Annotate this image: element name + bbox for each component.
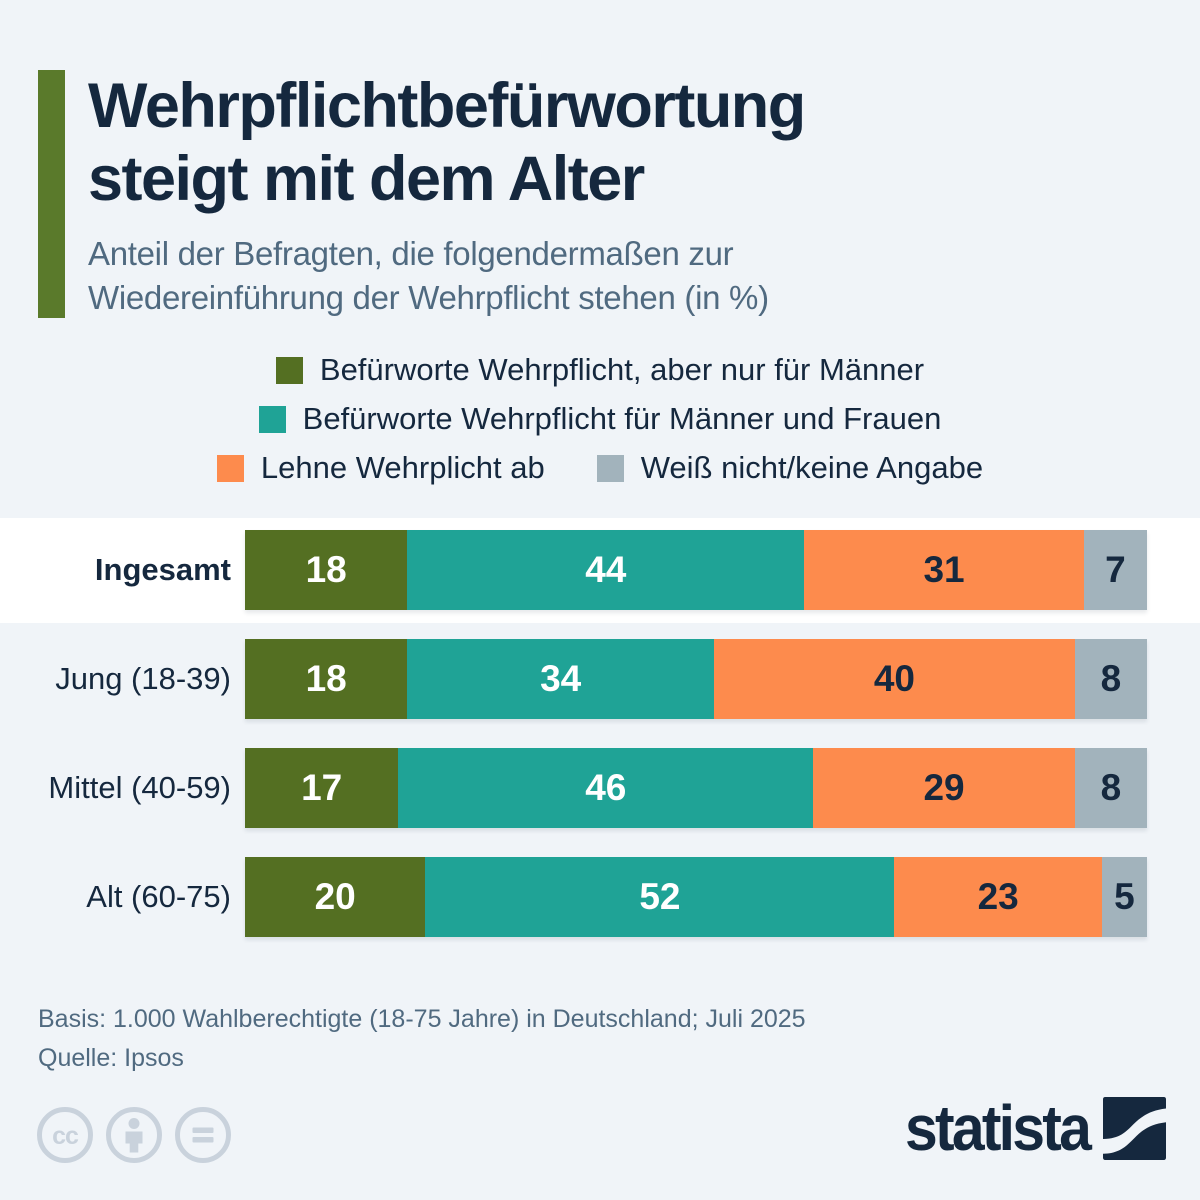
legend-row: Befürworte Wehrpflicht für Männer und Fr…	[258, 401, 942, 437]
bar-segment: 5	[1101, 857, 1147, 937]
attribution-person-icon	[106, 1107, 162, 1163]
bar-segment: 17	[245, 748, 399, 828]
bar-segment: 18	[245, 639, 408, 719]
statista-branding: statista	[889, 1096, 1166, 1160]
basis-note: Basis: 1.000 Wahlberechtigte (18-75 Jahr…	[38, 1005, 806, 1033]
bar-segment: 8	[1074, 639, 1147, 719]
chart-row: Alt (60-75) 20 52 23 5	[0, 857, 1200, 937]
category-label: Alt (60-75)	[86, 879, 231, 914]
stacked-bar: 18 44 31 7	[245, 530, 1147, 610]
subtitle-line-1: Anteil der Befragten, die folgendermaßen…	[88, 235, 734, 272]
legend-label: Weiß nicht/keine Angabe	[640, 450, 984, 485]
legend-item: Weiß nicht/keine Angabe	[596, 450, 984, 486]
page-title: Wehrpflichtbefürwortung steigt mit dem A…	[88, 70, 806, 216]
chart-row: Ingesamt 18 44 31 7	[0, 530, 1200, 610]
legend-label: Befürworte Wehrpflicht, aber nur für Män…	[319, 352, 925, 387]
bar-segment: 20	[245, 857, 426, 937]
bar-segment: 52	[425, 857, 895, 937]
title-line-2: steigt mit dem Alter	[88, 144, 645, 214]
svg-text:cc: cc	[52, 1122, 79, 1150]
legend-label: Befürworte Wehrpflicht für Männer und Fr…	[302, 401, 942, 436]
category-label: Ingesamt	[94, 552, 231, 587]
chart-rows: Jung (18-39) 18 34 40 8 Mittel (40-59) 17 46 29 8…	[0, 639, 1200, 937]
bar-segment: 34	[407, 639, 715, 719]
highlight-band: Ingesamt 18 44 31 7	[0, 518, 1200, 623]
legend-swatch-icon	[596, 454, 624, 482]
legend-item: Lehne Wehrplicht ab	[216, 450, 545, 486]
legend-swatch-icon	[275, 356, 303, 384]
legend-swatch-icon	[258, 405, 286, 433]
equals-icon	[175, 1107, 231, 1163]
bar-segment: 23	[894, 857, 1102, 937]
bar-segment: 31	[804, 530, 1084, 610]
bar-segment: 40	[714, 639, 1075, 719]
legend-row: Befürworte Wehrpflicht, aber nur für Män…	[275, 352, 925, 388]
source-note: Quelle: Ipsos	[38, 1044, 184, 1072]
cc-icon: cc	[37, 1107, 93, 1163]
legend-row: Lehne Wehrplicht ab Weiß nicht/keine Anga…	[216, 450, 984, 486]
statista-logo-icon	[1103, 1096, 1166, 1160]
subtitle-line-2: Wiedereinführung der Wehrpflicht stehen …	[88, 279, 769, 316]
legend-item: Befürworte Wehrpflicht für Männer und Fr…	[258, 401, 942, 437]
bar-segment: 44	[407, 530, 805, 610]
title-accent-bar	[38, 70, 65, 318]
statista-logo-text: statista	[904, 1092, 1092, 1164]
bar-segment: 8	[1074, 748, 1147, 828]
chart-row: Mittel (40-59) 17 46 29 8	[0, 748, 1200, 828]
chart-row: Jung (18-39) 18 34 40 8	[0, 639, 1200, 719]
bar-segment: 46	[398, 748, 814, 828]
stacked-bar: 20 52 23 5	[245, 857, 1147, 937]
chart-subtitle: Anteil der Befragten, die folgendermaßen…	[88, 232, 805, 320]
category-label: Mittel (40-59)	[48, 770, 231, 805]
header: Wehrpflichtbefürwortung steigt mit dem A…	[38, 70, 806, 320]
stacked-bar-chart: Ingesamt 18 44 31 7 Jung (18-39) 18 34 40 8 Mittel…	[0, 518, 1200, 937]
title-line-1: Wehrpflichtbefürwortung	[88, 71, 806, 141]
legend-label: Lehne Wehrplicht ab	[260, 450, 545, 485]
stacked-bar: 18 34 40 8	[245, 639, 1147, 719]
cc-license-icons: cc	[36, 1106, 232, 1164]
legend-swatch-icon	[216, 454, 244, 482]
legend-item: Befürworte Wehrpflicht, aber nur für Män…	[275, 352, 925, 388]
footer-notes: Basis: 1.000 Wahlberechtigte (18-75 Jahr…	[38, 1000, 806, 1078]
stacked-bar: 17 46 29 8	[245, 748, 1147, 828]
bar-segment: 29	[813, 748, 1075, 828]
category-label: Jung (18-39)	[55, 661, 231, 696]
title-block: Wehrpflichtbefürwortung steigt mit dem A…	[88, 70, 806, 320]
bar-segment: 7	[1083, 530, 1147, 610]
bar-segment: 18	[245, 530, 408, 610]
chart-legend: Befürworte Wehrpflicht, aber nur für Män…	[0, 352, 1200, 486]
